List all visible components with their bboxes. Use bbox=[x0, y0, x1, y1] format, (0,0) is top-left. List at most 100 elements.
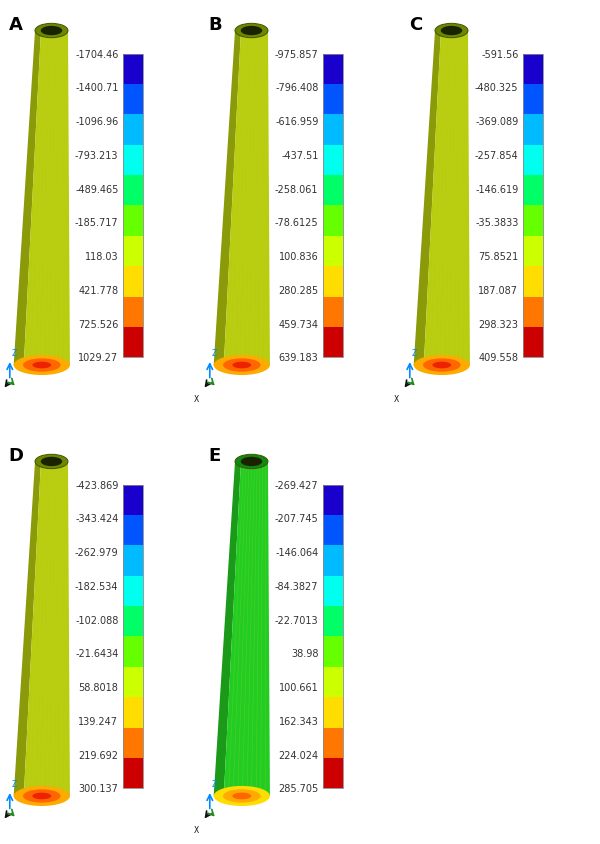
Ellipse shape bbox=[433, 362, 451, 369]
Polygon shape bbox=[424, 31, 470, 365]
Bar bbox=[123, 516, 143, 545]
Text: -343.424: -343.424 bbox=[75, 514, 118, 523]
Ellipse shape bbox=[32, 362, 51, 369]
Text: 100.661: 100.661 bbox=[278, 682, 319, 692]
Ellipse shape bbox=[32, 793, 51, 799]
Bar bbox=[323, 55, 343, 85]
Bar bbox=[323, 297, 343, 327]
Text: -146.064: -146.064 bbox=[275, 548, 319, 557]
Text: -793.213: -793.213 bbox=[75, 150, 118, 160]
Text: A: A bbox=[9, 16, 23, 34]
Bar bbox=[323, 667, 343, 697]
Text: -258.061: -258.061 bbox=[275, 184, 319, 194]
Bar bbox=[323, 606, 343, 636]
Bar bbox=[323, 697, 343, 728]
Bar bbox=[123, 267, 143, 297]
Bar bbox=[323, 145, 343, 176]
Ellipse shape bbox=[235, 24, 268, 39]
Bar bbox=[123, 636, 143, 667]
Text: -84.3827: -84.3827 bbox=[275, 581, 319, 591]
Text: C: C bbox=[409, 16, 422, 34]
Polygon shape bbox=[14, 462, 41, 796]
Ellipse shape bbox=[41, 457, 62, 467]
Text: X: X bbox=[394, 394, 399, 403]
Bar bbox=[323, 636, 343, 667]
Ellipse shape bbox=[14, 786, 70, 806]
Polygon shape bbox=[214, 31, 241, 365]
Bar bbox=[123, 576, 143, 606]
Text: 118.03: 118.03 bbox=[85, 252, 118, 262]
Text: 100.836: 100.836 bbox=[278, 252, 319, 262]
Bar bbox=[123, 55, 143, 85]
Bar bbox=[123, 115, 143, 145]
Ellipse shape bbox=[435, 24, 468, 39]
Polygon shape bbox=[224, 462, 270, 796]
Text: -423.869: -423.869 bbox=[75, 480, 118, 490]
Ellipse shape bbox=[441, 27, 462, 36]
Ellipse shape bbox=[232, 362, 251, 369]
Text: 38.98: 38.98 bbox=[291, 648, 319, 658]
Bar bbox=[323, 576, 343, 606]
Bar bbox=[123, 176, 143, 206]
Ellipse shape bbox=[423, 359, 461, 372]
Ellipse shape bbox=[214, 355, 270, 376]
Ellipse shape bbox=[23, 789, 61, 803]
Text: -78.6125: -78.6125 bbox=[275, 218, 319, 228]
Ellipse shape bbox=[232, 793, 251, 799]
Text: 459.734: 459.734 bbox=[278, 319, 319, 329]
Ellipse shape bbox=[241, 27, 262, 36]
Bar bbox=[323, 206, 343, 236]
Text: 409.558: 409.558 bbox=[478, 353, 518, 363]
Text: 725.526: 725.526 bbox=[78, 319, 118, 329]
Text: -975.857: -975.857 bbox=[275, 50, 319, 60]
Bar bbox=[123, 758, 143, 788]
Ellipse shape bbox=[241, 457, 262, 467]
Text: 300.137: 300.137 bbox=[79, 783, 118, 793]
Text: 75.8521: 75.8521 bbox=[478, 252, 518, 262]
Text: Z: Z bbox=[12, 349, 17, 358]
Bar bbox=[523, 55, 542, 358]
Polygon shape bbox=[24, 462, 70, 796]
Bar bbox=[323, 545, 343, 576]
Text: -146.619: -146.619 bbox=[475, 184, 518, 194]
Bar bbox=[123, 728, 143, 758]
Text: D: D bbox=[9, 446, 24, 464]
Bar bbox=[323, 485, 343, 788]
Bar bbox=[323, 758, 343, 788]
Text: 139.247: 139.247 bbox=[79, 716, 118, 726]
Text: -207.745: -207.745 bbox=[275, 514, 319, 523]
Text: -591.56: -591.56 bbox=[481, 50, 518, 60]
Bar bbox=[123, 667, 143, 697]
Text: Z: Z bbox=[412, 349, 418, 358]
Text: -21.6434: -21.6434 bbox=[75, 648, 118, 658]
Text: -1704.46: -1704.46 bbox=[75, 50, 118, 60]
Text: -22.7013: -22.7013 bbox=[275, 614, 319, 625]
Bar bbox=[123, 485, 143, 788]
Bar bbox=[323, 327, 343, 358]
Ellipse shape bbox=[14, 355, 70, 376]
Text: 162.343: 162.343 bbox=[278, 716, 319, 726]
Text: -796.408: -796.408 bbox=[275, 84, 319, 93]
Bar bbox=[123, 606, 143, 636]
Text: Z: Z bbox=[12, 779, 17, 788]
Polygon shape bbox=[14, 31, 41, 365]
Text: -369.089: -369.089 bbox=[475, 117, 518, 127]
Text: -1096.96: -1096.96 bbox=[75, 117, 118, 127]
Bar bbox=[123, 297, 143, 327]
Bar bbox=[323, 85, 343, 115]
Polygon shape bbox=[413, 31, 441, 365]
Text: -489.465: -489.465 bbox=[75, 184, 118, 194]
Bar bbox=[123, 206, 143, 236]
Bar bbox=[123, 485, 143, 516]
Bar bbox=[123, 236, 143, 267]
Text: -1400.71: -1400.71 bbox=[75, 84, 118, 93]
Bar bbox=[123, 545, 143, 576]
Text: 187.087: 187.087 bbox=[478, 285, 518, 295]
Text: 1029.27: 1029.27 bbox=[79, 353, 118, 363]
Text: 219.692: 219.692 bbox=[79, 749, 118, 760]
Bar bbox=[523, 297, 542, 327]
Bar bbox=[523, 55, 542, 85]
Bar bbox=[323, 267, 343, 297]
Bar bbox=[123, 145, 143, 176]
Text: B: B bbox=[209, 16, 223, 34]
